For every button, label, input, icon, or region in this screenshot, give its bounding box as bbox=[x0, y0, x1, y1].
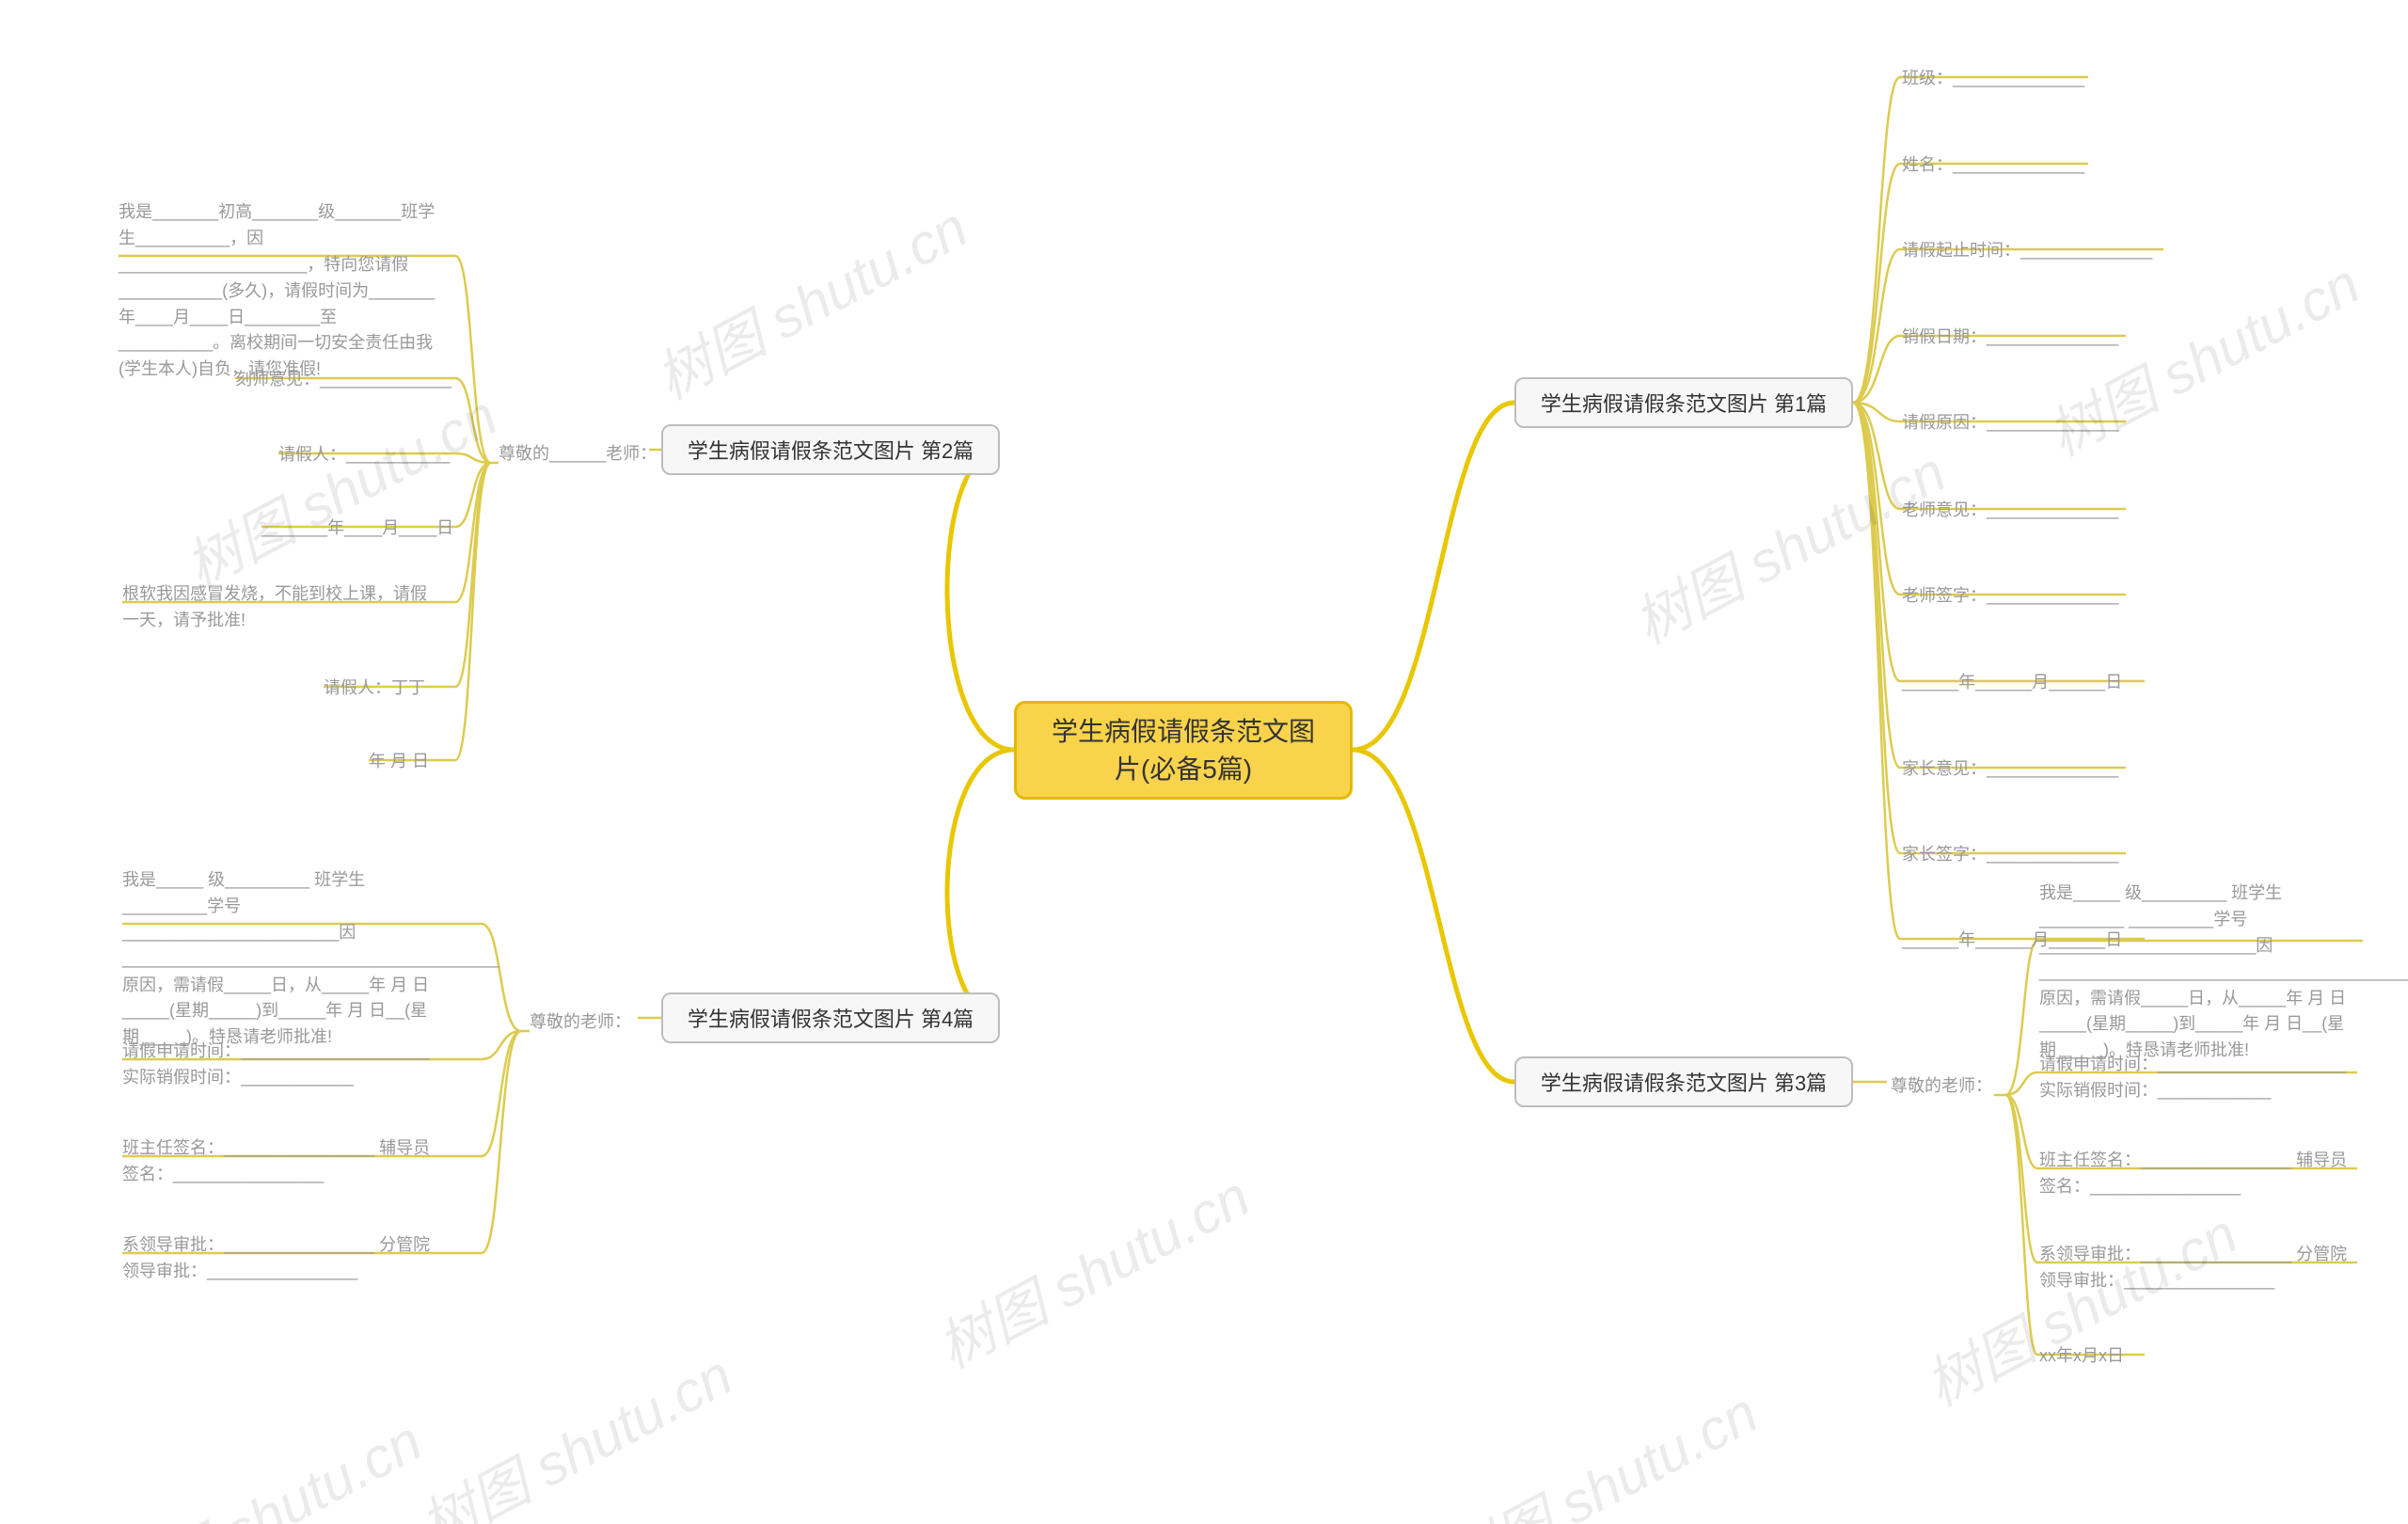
leaf: 我是_____ 级_________ 班学生_________学号_______… bbox=[122, 867, 442, 1051]
sublabel-b4: 尊敬的老师： bbox=[530, 1008, 631, 1033]
leaf: 根软我因感冒发烧，不能到校上课，请假一天，请予批准! bbox=[122, 581, 442, 634]
leaf: xx年x月x日 bbox=[2039, 1343, 2124, 1370]
leaf: 我是_____ 级_________ 班学生_________ ________… bbox=[2039, 881, 2359, 1064]
leaf: 请假人：___________ bbox=[278, 442, 450, 468]
watermark: 树图 shutu.cn bbox=[169, 371, 510, 603]
branch-node-2: 学生病假请假条范文图片 第2篇 bbox=[661, 424, 1000, 475]
watermark: 树图 shutu.cn bbox=[1618, 427, 1958, 659]
watermark: 树图 shutu.cn bbox=[922, 1151, 1262, 1384]
leaf: 姓名：______________ bbox=[1902, 152, 2084, 179]
sublabel-b3: 尊敬的老师： bbox=[1891, 1072, 1992, 1097]
leaf: 系领导审批：________________ 分管院领导审批：_________… bbox=[122, 1232, 442, 1285]
leaf: 班主任签名：________________ 辅导员签名：___________… bbox=[2039, 1148, 2359, 1200]
watermark: 树图 shutu.cn bbox=[404, 1330, 745, 1524]
leaf: 老师签字：______________ bbox=[1902, 583, 2118, 610]
leaf: 班主任签名：________________ 辅导员签名：___________… bbox=[122, 1135, 442, 1188]
watermark: 树图 shutu.cn bbox=[94, 1396, 435, 1524]
watermark: 树图 shutu.cn bbox=[1430, 1368, 1770, 1524]
leaf: ______年______月______日 bbox=[1902, 670, 2122, 696]
sublabel-b2: 尊敬的______老师： bbox=[499, 440, 657, 465]
leaf: 刻师意见：______________ bbox=[235, 367, 452, 393]
watermark: 树图 shutu.cn bbox=[2032, 239, 2372, 471]
mindmap-canvas: 学生病假请假条范文图片(必备5篇) 学生病假请假条范文图片 第1篇 学生病假请假… bbox=[0, 0, 2408, 1524]
leaf: 家长意见：______________ bbox=[1902, 756, 2118, 783]
leaf: 销假日期：______________ bbox=[1902, 325, 2118, 351]
watermark: 树图 shutu.cn bbox=[640, 183, 980, 415]
leaf: 班级：______________ bbox=[1902, 66, 2084, 92]
branch-node-4: 学生病假请假条范文图片 第4篇 bbox=[661, 992, 1000, 1043]
branch-node-1: 学生病假请假条范文图片 第1篇 bbox=[1514, 377, 1853, 428]
leaf: 系领导审批：________________ 分管院领导审批：_________… bbox=[2039, 1242, 2359, 1294]
leaf: 家长签字：______________ bbox=[1902, 842, 2118, 868]
leaf: 请假申请时间：____________________ 实际销假时间：_____… bbox=[122, 1039, 442, 1091]
center-node: 学生病假请假条范文图片(必备5篇) bbox=[1014, 701, 1353, 800]
leaf: 请假起止时间：______________ bbox=[1902, 238, 2152, 264]
leaf: 请假原因：______________ bbox=[1902, 410, 2118, 437]
leaf: 老师意见：______________ bbox=[1902, 498, 2118, 524]
leaf: 请假人：丁丁 bbox=[324, 675, 425, 702]
leaf: 我是_______初高_______级_______班学生__________，… bbox=[119, 199, 438, 383]
branch-node-3: 学生病假请假条范文图片 第3篇 bbox=[1514, 1056, 1853, 1107]
watermark: 树图 shutu.cn bbox=[1909, 1189, 2250, 1421]
leaf: _______年____月____日 bbox=[261, 516, 453, 542]
leaf: 请假申请时间：____________________ 实际销假时间：_____… bbox=[2039, 1052, 2359, 1104]
leaf: 年 月 日 bbox=[369, 749, 429, 775]
